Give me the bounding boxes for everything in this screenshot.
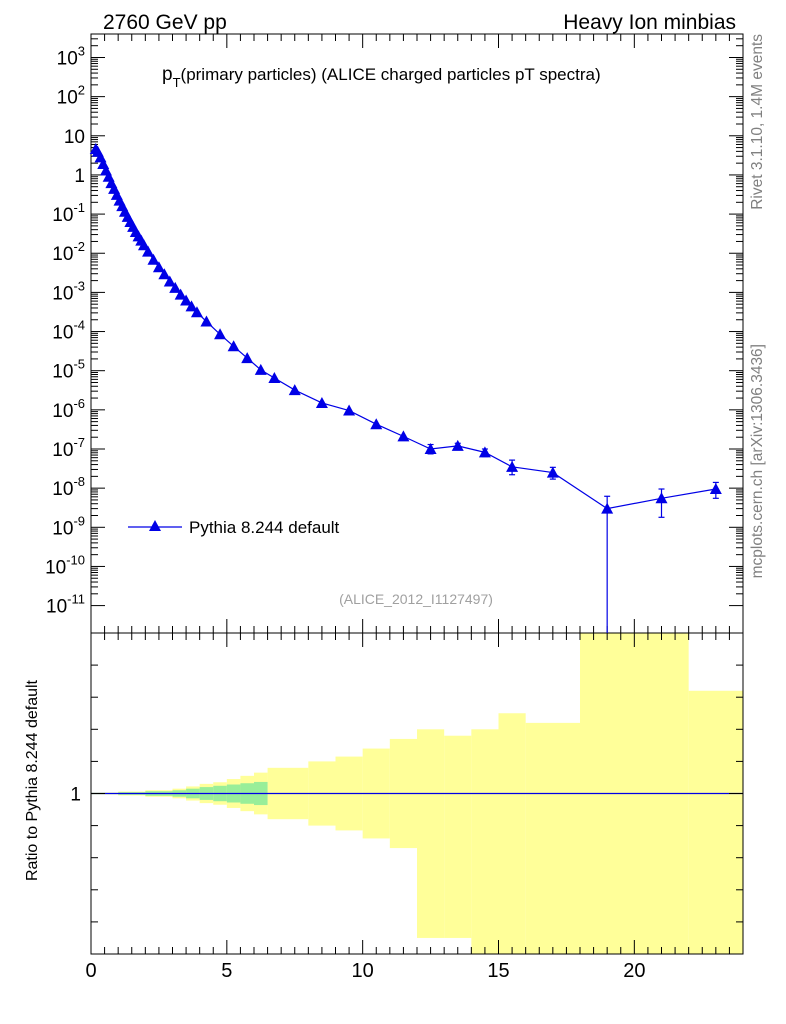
main-ytick-label: 102 (57, 83, 85, 109)
analysis-label: (ALICE_2012_I1127497) (339, 591, 493, 607)
main-ytick-label: 10-8 (52, 474, 85, 500)
main-ytick-label: 10-4 (52, 318, 85, 344)
data-point (506, 460, 519, 472)
data-point (169, 281, 182, 293)
main-ytick-label: 1 (74, 166, 85, 187)
legend-label: Pythia 8.244 default (189, 518, 340, 537)
data-point (174, 288, 187, 300)
main-ytick-label: 10-1 (52, 200, 85, 226)
data-point (478, 446, 491, 458)
data-point (142, 245, 155, 257)
data-point (152, 261, 165, 273)
data-point (288, 384, 301, 396)
data-point (163, 275, 176, 287)
data-point (655, 492, 668, 504)
data-point (147, 253, 160, 265)
data-point (709, 483, 722, 495)
main-ytick-label: 10-3 (52, 278, 85, 304)
data-point (370, 418, 383, 430)
ratio-band-yellow-bin (471, 729, 499, 954)
main-ytick-label: 10-11 (46, 592, 85, 618)
legend-marker (149, 520, 161, 531)
data-point (214, 328, 227, 340)
ratio-xtick-label: 0 (85, 960, 96, 982)
ratio-band-yellow-bin (688, 690, 743, 954)
svg-text:pT(primary particles) (ALICE c: pT(primary particles) (ALICE charged par… (162, 64, 601, 90)
main-title: pT(primary particles) (ALICE charged par… (162, 64, 601, 90)
data-point (190, 306, 203, 318)
data-point (424, 442, 437, 454)
rivet-label: Rivet 3.1.10, 1.4M events (749, 34, 766, 210)
data-point (268, 372, 281, 384)
main-ytick-label: 10-2 (52, 239, 85, 265)
main-ytick-label: 10-9 (52, 513, 85, 539)
legend: Pythia 8.244 default (128, 518, 340, 537)
data-point (546, 466, 559, 478)
ratio-xtick-label: 15 (487, 960, 509, 982)
data-point (137, 239, 150, 251)
ratio-bands (91, 633, 743, 954)
mcplots-label: mcplots.cern.ch [arXiv:1306.3436] (749, 344, 766, 578)
ratio-xtick-label: 10 (352, 960, 374, 982)
ratio-xtick-label: 5 (221, 960, 232, 982)
data-point (397, 430, 410, 442)
main-ytick-label: 10 (64, 127, 85, 148)
ratio-band-yellow-bin (417, 729, 445, 938)
main-ytick-label: 10-7 (52, 435, 85, 461)
data-point (451, 439, 464, 451)
data-point (241, 352, 254, 364)
ratio-band-yellow-bin (525, 722, 580, 954)
data-point (343, 404, 356, 416)
main-frame (90, 33, 744, 634)
series-line (95, 148, 716, 510)
main-ytick-label: 10-10 (45, 552, 85, 578)
data-point (180, 294, 193, 306)
data-point (315, 396, 328, 408)
ratio-ytick-label: 1 (70, 785, 81, 806)
series-pythia (89, 142, 722, 633)
data-point (158, 268, 171, 280)
title-p: p (162, 64, 173, 85)
title-subscript: T (173, 75, 181, 90)
data-point (601, 502, 614, 514)
data-point (254, 363, 267, 375)
data-point (200, 315, 213, 327)
data-point (227, 340, 240, 352)
ratio-band-yellow-bin (444, 735, 472, 938)
ratio-xtick-label: 20 (623, 960, 645, 982)
ratio-ylabel: Ratio to Pythia 8.244 default (24, 679, 41, 881)
header-left: 2760 GeV pp (103, 11, 227, 34)
main-ytick-label: 103 (57, 43, 85, 69)
header-right: Heavy Ion minbias (563, 11, 736, 34)
main-ytick-label: 10-6 (52, 396, 85, 422)
main-axes: 10-1110-1010-910-810-710-610-510-410-310… (45, 33, 744, 634)
title-rest: (primary particles) (ALICE charged parti… (181, 65, 601, 84)
data-point (185, 300, 198, 312)
main-ytick-label: 10-5 (52, 357, 85, 383)
ratio-axes: 0 5 10 15 20 1 (70, 632, 744, 982)
ratio-band-yellow-bin (498, 713, 526, 954)
